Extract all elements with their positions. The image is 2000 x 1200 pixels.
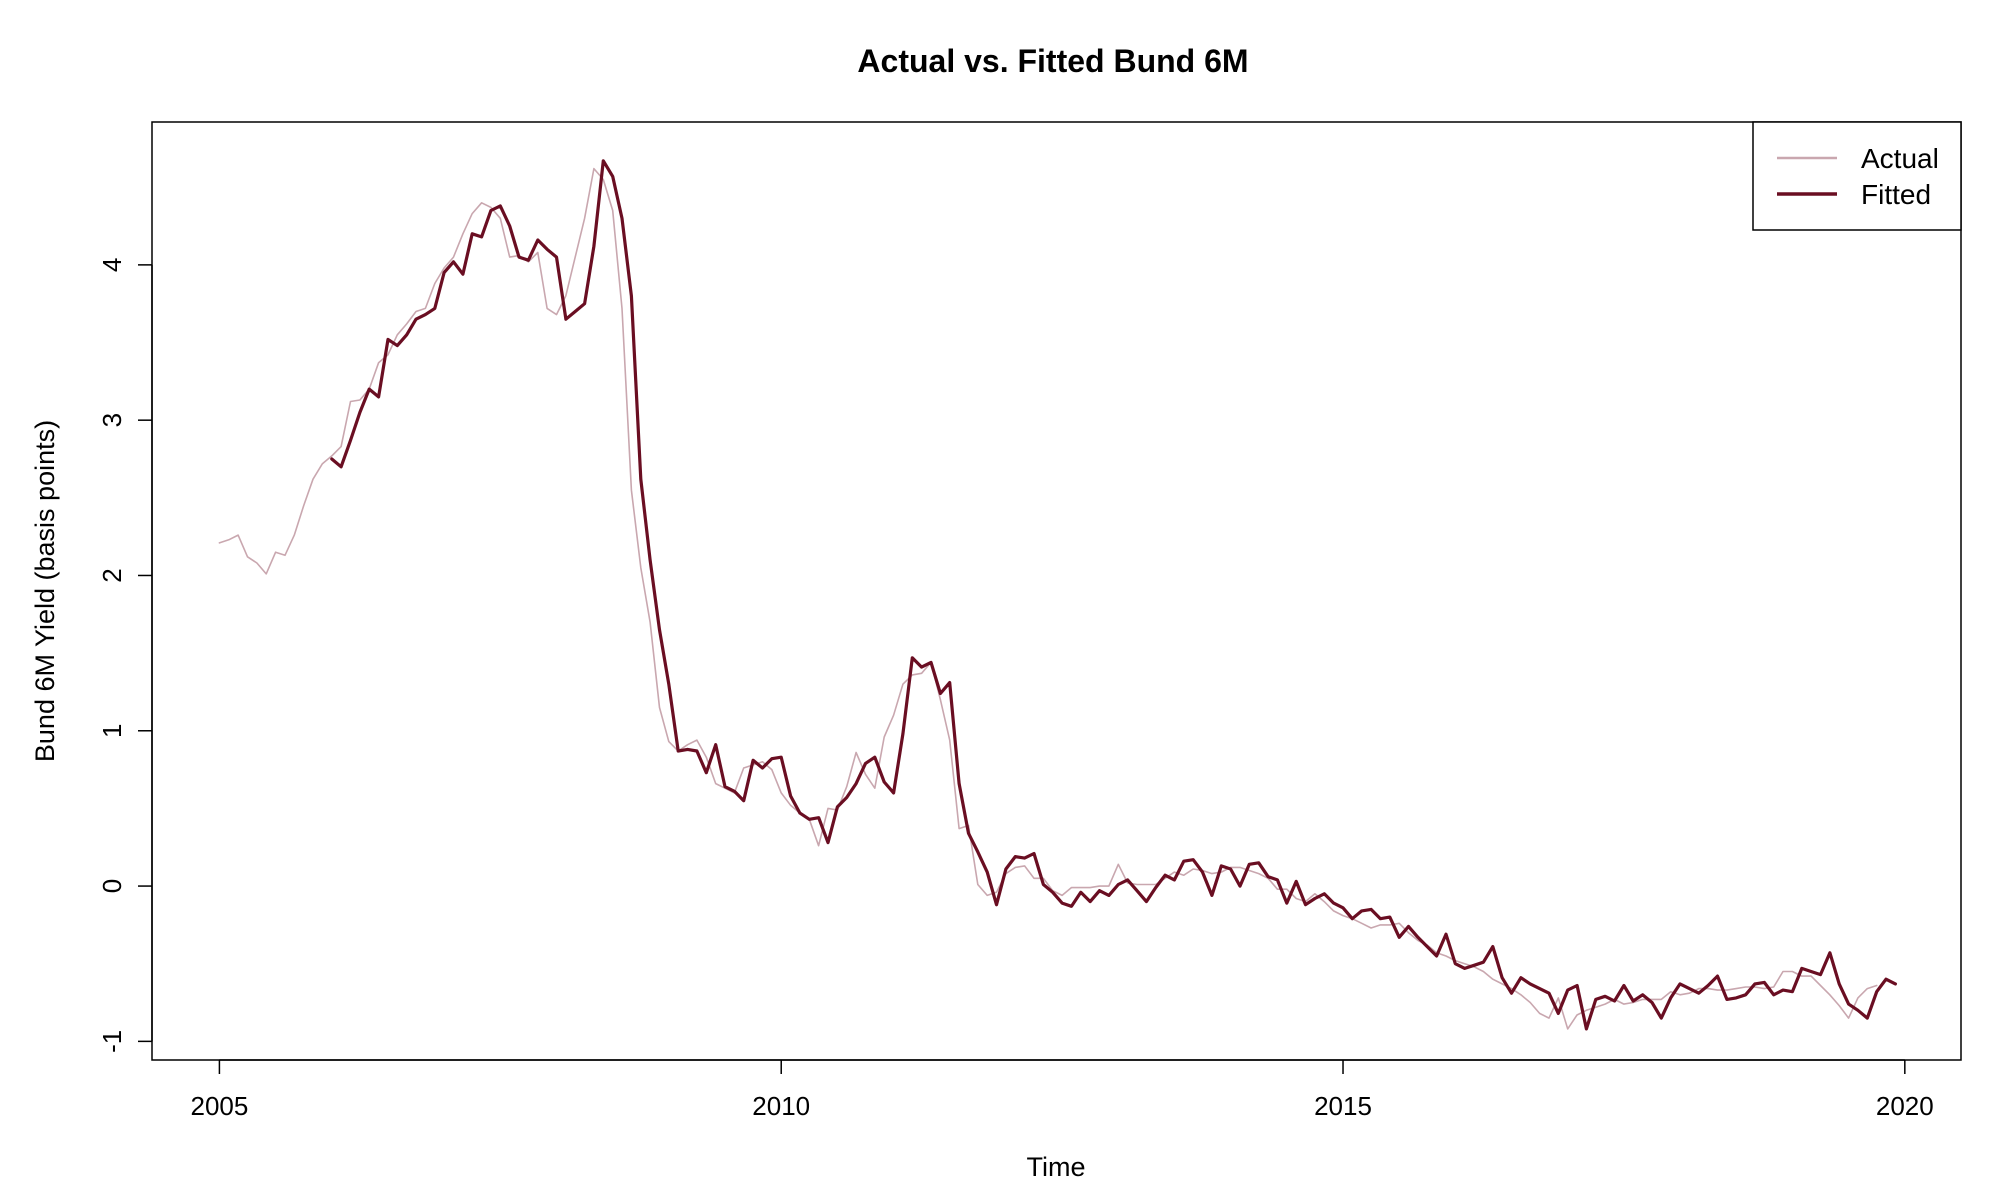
y-axis-label: Bund 6M Yield (basis points) <box>30 420 60 762</box>
y-tick-label-2: 2 <box>97 568 127 582</box>
series-line-fitted <box>330 159 1898 1031</box>
legend: Actual Fitted <box>1752 121 1962 231</box>
plot-area-border <box>151 121 1962 1061</box>
x-tick-label-2015: 2015 <box>1314 1091 1372 1121</box>
legend-label-fitted: Fitted <box>1861 179 1931 210</box>
x-tick-label-2005: 2005 <box>190 1091 248 1121</box>
y-tick-label--1: -1 <box>97 1030 127 1053</box>
x-tick-label-2010: 2010 <box>752 1091 810 1121</box>
x-axis: 2005 2010 2015 2020 <box>190 1059 1934 1121</box>
legend-box <box>1752 121 1962 231</box>
series-line-actual <box>218 167 1878 1030</box>
series-layer <box>218 159 1898 1031</box>
y-axis: -1 0 1 2 3 4 <box>97 258 153 1053</box>
x-tick-label-2020: 2020 <box>1876 1091 1934 1121</box>
y-tick-label-4: 4 <box>97 258 127 272</box>
legend-label-actual: Actual <box>1861 143 1939 174</box>
y-tick-label-3: 3 <box>97 413 127 427</box>
x-axis-label: Time <box>1027 1152 1086 1182</box>
chart-title: Actual vs. Fitted Bund 6M <box>857 43 1248 79</box>
y-tick-label-1: 1 <box>97 724 127 738</box>
y-tick-label-0: 0 <box>97 879 127 893</box>
